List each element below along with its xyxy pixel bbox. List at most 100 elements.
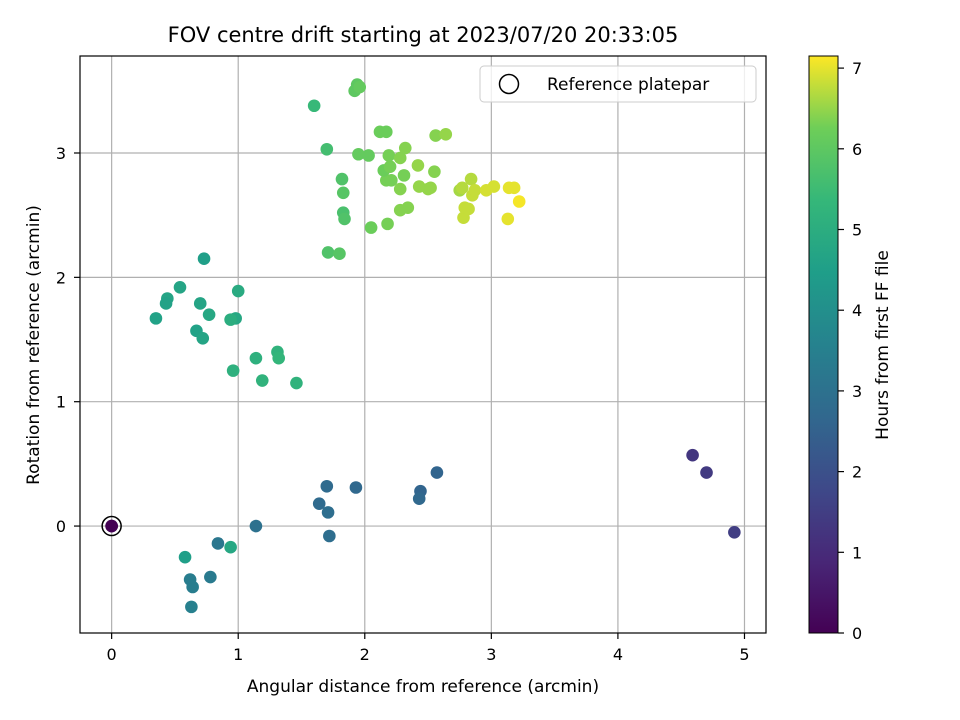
- colorbar-label: Hours from first FF file: [873, 250, 893, 440]
- legend-marker-reference: [498, 73, 520, 95]
- data-point: [512, 195, 526, 208]
- data-point: [507, 181, 521, 195]
- data-point: [393, 182, 407, 196]
- data-point: [196, 331, 210, 345]
- legend: Reference platepar: [479, 65, 757, 103]
- data-point: [700, 466, 713, 479]
- data-point: [186, 580, 199, 594]
- legend-box: [479, 65, 757, 103]
- data-point: [255, 374, 269, 387]
- colorbar-tick-label: 4: [852, 301, 862, 320]
- data-point: [349, 481, 363, 494]
- data-point: [272, 351, 286, 365]
- plot-frame: [79, 55, 767, 634]
- data-point: [382, 149, 396, 162]
- data-point: [411, 159, 425, 172]
- data-point: [338, 212, 351, 226]
- data-points: [105, 78, 741, 614]
- data-point: [249, 519, 263, 533]
- data-point: [231, 284, 245, 298]
- data-point: [197, 252, 211, 265]
- legend-label-reference: Reference platepar: [547, 75, 709, 95]
- data-point: [430, 466, 444, 479]
- reference-marker: [101, 515, 122, 537]
- data-point: [249, 351, 263, 365]
- data-point: [464, 172, 478, 186]
- data-point: [323, 529, 336, 543]
- y-axis-label: Rotation from reference (arcmin): [24, 205, 44, 485]
- x-tick-label: 5: [739, 645, 749, 664]
- data-point: [429, 129, 442, 142]
- data-point: [321, 246, 335, 259]
- x-tick-label: 3: [486, 645, 496, 664]
- grid: [80, 56, 766, 633]
- data-point: [202, 308, 216, 321]
- x-tick-label: 4: [613, 645, 623, 664]
- data-point: [159, 297, 173, 310]
- y-tick-label: 0: [56, 517, 66, 536]
- x-axis-ticks: 0 1 2 3 4 5: [107, 633, 750, 664]
- data-point: [224, 540, 237, 554]
- x-tick-label: 1: [233, 645, 243, 664]
- data-point: [353, 80, 367, 94]
- data-point: [487, 180, 501, 193]
- data-point: [204, 570, 217, 584]
- data-point: [383, 160, 397, 173]
- data-point: [381, 217, 394, 231]
- data-point: [686, 448, 699, 462]
- data-point: [468, 184, 482, 197]
- y-tick-label: 2: [56, 268, 66, 287]
- data-point: [412, 492, 426, 505]
- data-point: [333, 247, 346, 261]
- data-point: [352, 147, 365, 161]
- colorbar-tick-label: 2: [852, 463, 862, 482]
- data-point: [307, 99, 321, 113]
- x-tick-label: 0: [107, 645, 117, 664]
- data-point: [178, 550, 192, 564]
- y-axis-ticks: 0 1 2 3: [56, 144, 80, 536]
- data-point: [320, 479, 334, 493]
- colorbar-tick-label: 3: [852, 382, 862, 401]
- colorbar-tick-label: 6: [852, 140, 862, 159]
- y-tick-label: 3: [56, 144, 66, 163]
- data-point: [335, 172, 349, 186]
- data-point: [728, 525, 741, 539]
- data-point: [105, 519, 118, 533]
- data-point: [379, 125, 393, 139]
- data-point: [364, 221, 378, 234]
- y-tick-label: 1: [56, 393, 66, 412]
- data-point: [397, 169, 411, 182]
- data-point: [321, 506, 335, 519]
- data-point: [211, 537, 225, 550]
- colorbar: [808, 55, 839, 634]
- data-point: [226, 364, 240, 377]
- colorbar-ticks: 0 1 2 3 4 5 6 7: [838, 59, 862, 643]
- x-axis-label: Angular distance from reference (arcmin): [247, 677, 599, 697]
- colorbar-tick-label: 0: [852, 624, 862, 643]
- data-point: [290, 376, 303, 390]
- data-point: [173, 280, 187, 294]
- data-point: [424, 181, 437, 195]
- x-tick-label: 2: [360, 645, 370, 664]
- data-point: [455, 181, 469, 195]
- colorbar-tick-label: 1: [852, 543, 862, 562]
- chart-title: FOV centre drift starting at 2023/07/20 …: [168, 23, 679, 47]
- data-point: [393, 151, 407, 165]
- data-point: [185, 600, 198, 614]
- data-point: [149, 312, 163, 325]
- data-point: [320, 142, 334, 156]
- data-point: [362, 149, 375, 162]
- data-point: [224, 313, 237, 326]
- data-point: [336, 186, 350, 200]
- data-point: [312, 497, 326, 510]
- data-point: [428, 165, 441, 178]
- data-point: [501, 212, 515, 226]
- data-point: [385, 174, 398, 187]
- data-point: [462, 202, 475, 216]
- colorbar-tick-label: 5: [852, 221, 862, 240]
- data-point: [193, 297, 207, 310]
- colorbar-tick-label: 7: [852, 59, 862, 78]
- data-point: [439, 128, 453, 141]
- data-point: [401, 201, 415, 215]
